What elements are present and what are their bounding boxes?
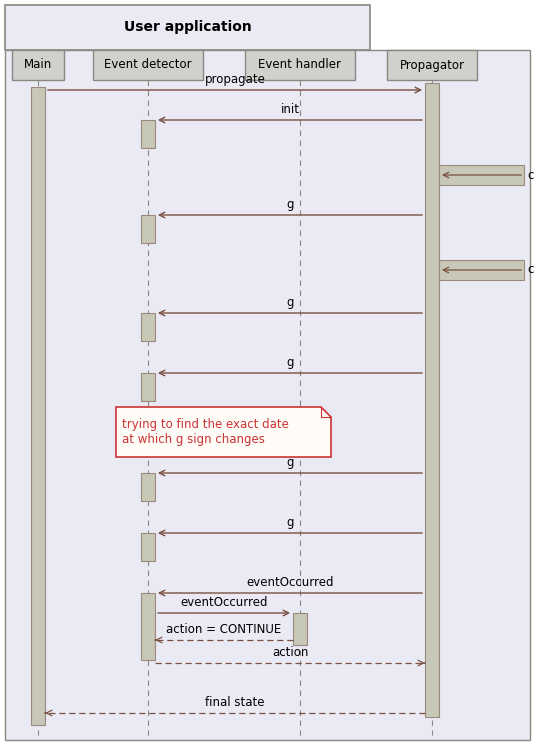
Bar (141, 120, 155, 148)
Text: action = CONTINUE: action = CONTINUE (166, 623, 281, 636)
Text: g: g (286, 296, 294, 309)
Bar (439, 260, 524, 280)
Bar (5, 5, 370, 50)
Text: g: g (286, 198, 294, 211)
Text: Propagator: Propagator (400, 58, 464, 72)
Polygon shape (116, 407, 331, 457)
Bar (141, 373, 155, 401)
Text: compute one step: compute one step (528, 169, 535, 181)
Bar (31, 87, 45, 725)
Bar (12, 50, 64, 80)
Text: User application: User application (124, 20, 251, 34)
Text: final state: final state (205, 696, 265, 709)
Bar (141, 473, 155, 501)
Bar (141, 593, 155, 660)
Text: Event handler: Event handler (258, 58, 341, 72)
Text: trying to find the exact date
at which g sign changes: trying to find the exact date at which g… (122, 418, 289, 446)
Text: eventOccurred: eventOccurred (180, 596, 268, 609)
Bar (387, 50, 477, 80)
Bar (141, 313, 155, 341)
Text: init: init (280, 103, 300, 116)
Bar (141, 215, 155, 243)
Text: propagate: propagate (204, 73, 265, 86)
Text: Main: Main (24, 58, 52, 72)
Bar (141, 533, 155, 561)
Text: eventOccurred: eventOccurred (246, 576, 334, 589)
Bar (93, 50, 203, 80)
Bar (293, 613, 307, 645)
Text: g: g (286, 456, 294, 469)
Text: compute one step: compute one step (528, 263, 535, 277)
Text: g: g (286, 516, 294, 529)
Text: action: action (272, 646, 308, 659)
Bar (439, 165, 524, 185)
Bar (425, 83, 439, 717)
Text: Event detector: Event detector (104, 58, 192, 72)
Bar (245, 50, 355, 80)
Text: g: g (286, 356, 294, 369)
